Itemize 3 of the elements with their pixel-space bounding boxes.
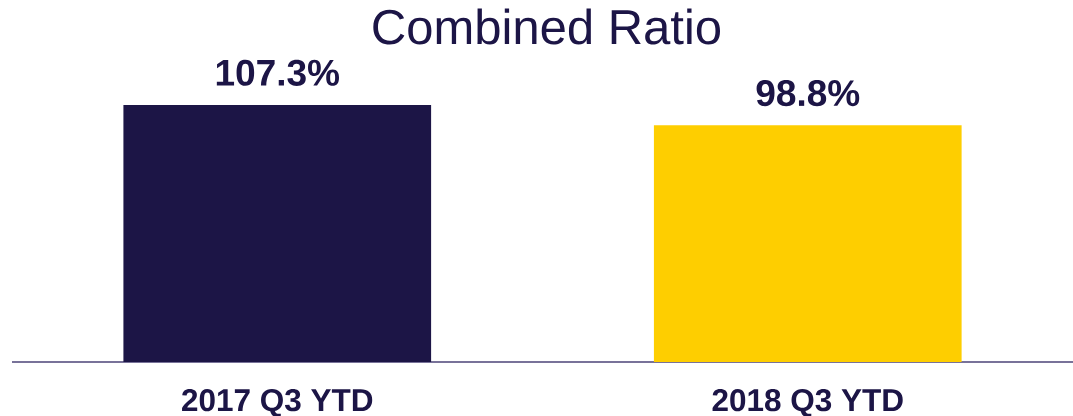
data-label: 107.3% — [216, 59, 340, 86]
data-label: 98.8% — [756, 80, 860, 107]
chart-title: Combined Ratio — [373, 8, 721, 45]
